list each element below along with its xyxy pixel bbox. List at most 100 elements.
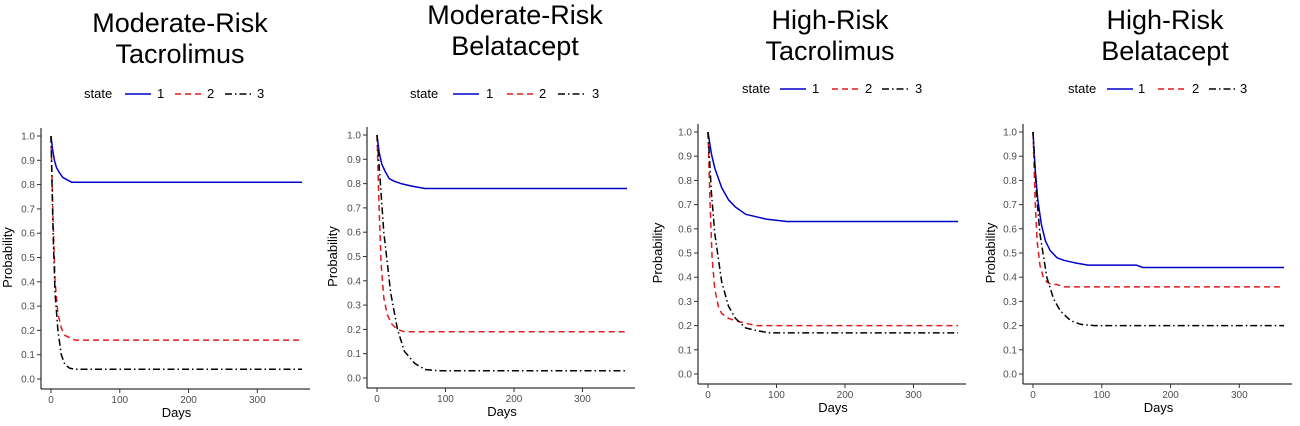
x-tick-label: 200 [180, 395, 197, 406]
y-tick-label: 0.4 [678, 273, 692, 284]
series-line-state-3 [50, 135, 302, 371]
y-axis-label: Probability [325, 226, 340, 287]
chart-title: High-Risk Belatacept [1030, 5, 1300, 67]
chart-legend: state 1 2 3 [84, 85, 320, 105]
y-tick-label: 0.2 [678, 321, 692, 332]
chart-title-line-1: High-Risk [1106, 5, 1224, 35]
y-tick-label: 0.4 [347, 276, 361, 287]
y-tick-label: 0.5 [1003, 249, 1017, 260]
series-line-state-2 [376, 134, 627, 333]
chart-title: Moderate-Risk Belatacept [380, 0, 650, 62]
y-axis-label: Probability [650, 222, 665, 283]
y-tick-label: 0.5 [347, 252, 361, 263]
y-axis-label: Probability [0, 227, 15, 288]
y-tick-label: 0.8 [347, 179, 361, 190]
plot-area: 0.0 0.1 0.2 0.3 0.4 0.5 0.6 0.7 0.8 0.9 1.0 0 100 200… [983, 124, 1292, 415]
chart-title: Moderate-Risk Tacrolimus [40, 8, 320, 70]
y-tick-label: 0.4 [21, 277, 35, 288]
x-tick-label: 100 [437, 394, 454, 405]
x-axis-label: Days [487, 404, 517, 419]
legend-label-state-3: 3 [1240, 81, 1248, 96]
y-tick-label: 0.1 [347, 349, 361, 360]
y-tick-label: 0.1 [21, 350, 35, 361]
y-tick-label: 0.7 [347, 203, 361, 214]
x-tick-label: 200 [837, 390, 854, 401]
chart-panel-2: Moderate-Risk Belatacept state 1 2 3 0.0… [320, 0, 650, 426]
y-tick-label: 0.3 [21, 302, 35, 313]
chart-title-line-2: Tacrolimus [115, 39, 245, 69]
legend-label-state-2: 2 [207, 86, 215, 101]
y-tick-label: 0.6 [678, 224, 692, 235]
series-line-state-2 [707, 131, 958, 327]
legend-key-state-1 [780, 88, 806, 90]
y-tick-label: 0.7 [21, 204, 35, 215]
y-axis-label: Probability [983, 222, 998, 283]
legend-key-state-3 [1209, 88, 1235, 90]
chart-title-line-1: Moderate-Risk [427, 0, 603, 30]
legend-title: state [742, 81, 771, 96]
chart-legend: state 1 2 3 [1068, 80, 1300, 100]
legend-key-state-1 [1107, 88, 1133, 90]
chart-title-line-2: Belatacept [451, 31, 579, 61]
x-tick-label: 300 [249, 395, 266, 406]
y-tick-label: 0.9 [1003, 152, 1017, 163]
y-tick-label: 0.6 [347, 228, 361, 239]
y-tick-label: 1.0 [347, 131, 361, 142]
y-tick-label: 0.9 [678, 152, 692, 163]
chart-title-line-2: Belatacept [1101, 36, 1229, 66]
legend-key-state-1 [125, 93, 151, 95]
y-tick-label: 0.4 [1003, 273, 1017, 284]
series-line-state-3 [1032, 131, 1284, 327]
legend-label-state-1: 1 [1138, 81, 1146, 96]
x-axis-label: Days [818, 400, 848, 415]
x-tick-label: 200 [506, 394, 523, 405]
legend-key-state-3 [225, 93, 251, 95]
y-tick-label: 0.8 [1003, 176, 1017, 187]
chart-panel-3: High-Risk Tacrolimus state 1 2 3 0.0 0.1 0… [650, 0, 980, 426]
chart-title-line-1: Moderate-Risk [92, 8, 268, 38]
x-tick-label: 200 [1162, 390, 1179, 401]
y-tick-label: 0.7 [678, 200, 692, 211]
x-tick-label: 0 [374, 394, 380, 405]
y-tick-label: 0.5 [678, 249, 692, 260]
series-line-state-3 [707, 131, 958, 334]
y-tick-label: 0.5 [21, 253, 35, 264]
legend-key-state-2 [832, 88, 858, 90]
chart-title-line-1: High-Risk [771, 5, 889, 35]
y-tick-label: 0.3 [678, 297, 692, 308]
series-line-state-1 [50, 135, 302, 183]
y-tick-label: 0.1 [1003, 345, 1017, 356]
y-tick-label: 0.0 [21, 375, 35, 386]
x-axis-label: Days [162, 405, 192, 420]
y-tick-label: 0.3 [347, 301, 361, 312]
plot-area: 0.0 0.1 0.2 0.3 0.4 0.5 0.6 0.7 0.8 0.9 1.0 0 100 200… [325, 127, 635, 419]
legend-title: state [1068, 81, 1097, 96]
legend-title: state [410, 86, 439, 101]
y-tick-label: 0.9 [21, 156, 35, 167]
series-line-state-1 [1032, 131, 1284, 269]
chart-title-line-2: Tacrolimus [765, 36, 895, 66]
y-tick-label: 1.0 [678, 128, 692, 139]
legend-key-state-2 [507, 93, 533, 95]
legend-label-state-3: 3 [257, 86, 265, 101]
legend-label-state-2: 2 [865, 81, 873, 96]
legend-key-state-3 [882, 88, 908, 90]
chart-legend: state 1 2 3 [410, 85, 646, 105]
y-tick-label: 0.6 [21, 229, 35, 240]
x-tick-label: 100 [1093, 390, 1110, 401]
plot-area: 0.0 0.1 0.2 0.3 0.4 0.5 0.6 0.7 0.8 0.9 1.0 0 100 200… [650, 124, 966, 415]
y-tick-label: 0.7 [1003, 200, 1017, 211]
plot-area: 0.0 0.1 0.2 0.3 0.4 0.5 0.6 0.7 0.8 0.9 1.0 0 100 200… [0, 128, 310, 420]
y-tick-label: 0.1 [678, 345, 692, 356]
chart-legend: state 1 2 3 [742, 80, 978, 100]
y-tick-label: 0.2 [347, 325, 361, 336]
y-tick-label: 0.0 [1003, 370, 1017, 381]
x-tick-label: 300 [574, 394, 591, 405]
chart-panel-4: High-Risk Belatacept state 1 2 3 0.0 0.1 0… [980, 0, 1300, 426]
series-line-state-2 [50, 135, 302, 341]
x-tick-label: 300 [1231, 390, 1248, 401]
chart-panel-1: Moderate-Risk Tacrolimus state 1 2 3 0.0… [0, 0, 320, 426]
legend-label-state-3: 3 [592, 86, 600, 101]
legend-label-state-1: 1 [486, 86, 494, 101]
y-tick-label: 0.0 [347, 374, 361, 385]
